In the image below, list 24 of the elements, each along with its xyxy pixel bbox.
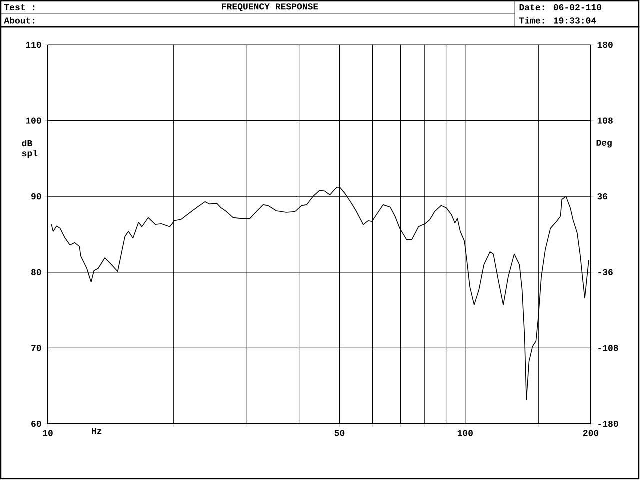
x-axis-title: Hz <box>92 428 102 434</box>
y2-tick-label: -36 <box>598 269 613 276</box>
chart-title: FREQUENCY RESPONSE <box>222 4 318 12</box>
y2-tick-label: -108 <box>598 345 618 352</box>
x-tick-label: 10 <box>43 430 53 436</box>
y2-tick-label: -180 <box>598 420 618 428</box>
y-tick-label: 80 <box>31 269 42 276</box>
text: Time: 19:33:04 <box>519 17 596 24</box>
y-tick-label: 100 <box>26 118 42 124</box>
y2-axis-title: Deg <box>596 140 612 148</box>
text: Date: 06-02-110 <box>520 4 602 11</box>
y-axis-title: dB spl <box>22 140 38 158</box>
y2-tick-label: 108 <box>598 118 613 124</box>
text: About: <box>4 17 35 24</box>
x-tick-label: 50 <box>334 430 345 436</box>
y-tick-label: 110 <box>26 42 42 48</box>
text: Test : <box>4 4 35 11</box>
x-tick-label: 200 <box>583 430 599 436</box>
y-tick-label: 60 <box>32 420 42 428</box>
y-tick-label: 70 <box>32 345 42 352</box>
y-tick-label: 90 <box>32 194 42 200</box>
y2-tick-label: 180 <box>598 42 613 48</box>
y2-tick-label: 36 <box>598 194 608 200</box>
x-tick-label: 100 <box>458 430 473 436</box>
